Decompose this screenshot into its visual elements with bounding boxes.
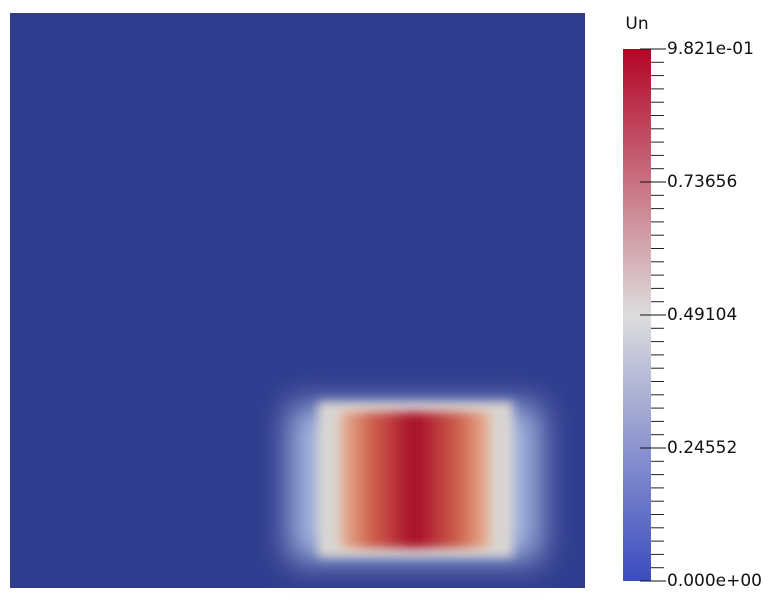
colorbar-tick-label: 0.73656 <box>667 172 737 192</box>
colorbar-title: Un <box>625 14 648 34</box>
colorbar-tick-label: 0.24552 <box>667 438 737 458</box>
colorbar-tick-label: 0.000e+00 <box>667 571 762 591</box>
field-blob <box>290 402 540 560</box>
colorbar-tick-label: 9.821e-01 <box>667 39 754 59</box>
colorbar-tick-label: 0.49104 <box>667 305 737 325</box>
